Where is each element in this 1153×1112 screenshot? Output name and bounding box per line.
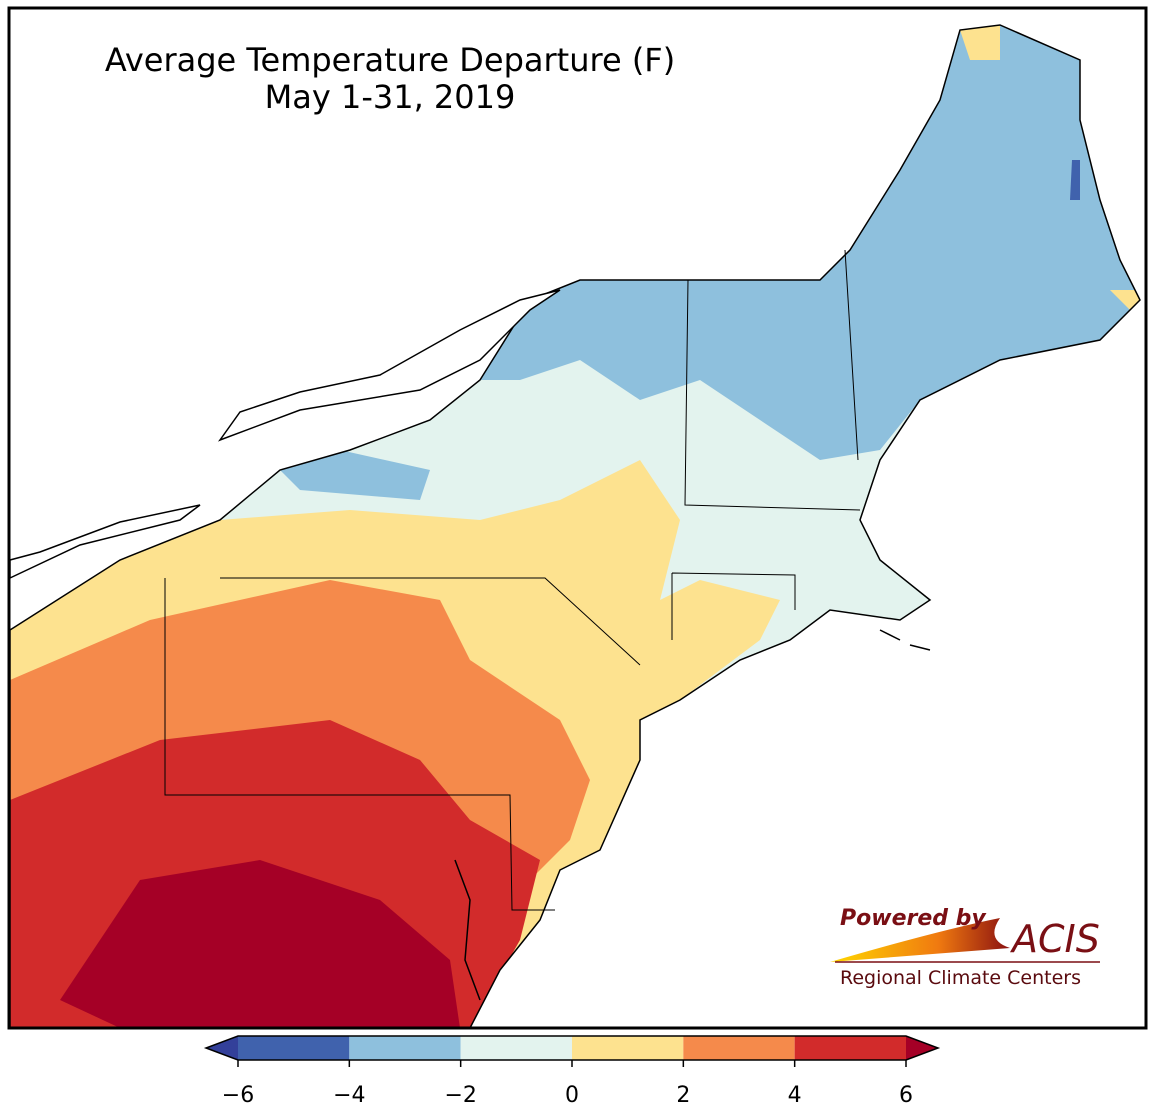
- logo-swoosh: [830, 918, 1010, 962]
- coastline: [454, 629, 931, 1001]
- lake-ontario: [217, 289, 561, 442]
- colorbar-under: [206, 1036, 238, 1060]
- colorbar-segment: [794, 1036, 906, 1060]
- colorbar-segment: [683, 1036, 795, 1060]
- colorbar-segment: [238, 1036, 350, 1060]
- map-title: Average Temperature Departure (F): [105, 41, 675, 79]
- state-lines: [164, 249, 861, 911]
- colorbar-tick-label: 6: [899, 1083, 913, 1108]
- logo-name: ACIS: [1009, 917, 1100, 961]
- colorbar-tick-label: −6: [222, 1083, 254, 1108]
- logo-tagline: Regional Climate Centers: [840, 967, 1081, 989]
- colorbar-tick-label: 4: [788, 1083, 802, 1108]
- logo-powered: Powered by: [840, 906, 987, 931]
- colorbar-tick-label: 2: [676, 1083, 690, 1108]
- map-frame: [7, 6, 1148, 1030]
- colorbar-over: [906, 1036, 938, 1060]
- colorbar-segment: [460, 1036, 572, 1060]
- map-subtitle: May 1-31, 2019: [265, 78, 516, 116]
- colorbar-tick-label: 0: [565, 1083, 579, 1108]
- colorbar-segment: [572, 1036, 684, 1060]
- colorbar-segment: [349, 1036, 461, 1060]
- lake-erie: [9, 504, 201, 580]
- colorbar-tick-label: −2: [444, 1083, 476, 1108]
- colorbar-tick-label: −4: [333, 1083, 365, 1108]
